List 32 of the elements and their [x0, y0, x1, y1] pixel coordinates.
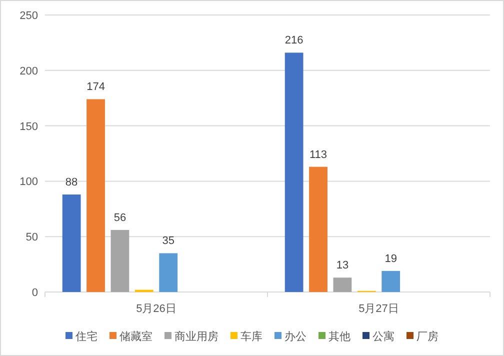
data-label: 19	[384, 252, 397, 265]
legend-label: 公寓	[372, 330, 394, 343]
data-label: 56	[114, 212, 126, 224]
y-tick-label: 0	[32, 287, 38, 299]
y-tick-label: 200	[20, 65, 38, 78]
bar	[309, 166, 328, 292]
y-tick-label: 100	[20, 176, 38, 188]
legend-label: 商业用房	[174, 330, 218, 343]
bar	[382, 270, 400, 292]
y-tick-label: 150	[20, 120, 38, 133]
bar	[284, 52, 304, 292]
legend-label: 储藏室	[120, 330, 152, 343]
x-tick-label: 5月27日	[358, 303, 399, 315]
bar	[86, 99, 105, 292]
bar	[110, 230, 130, 292]
data-label: 13	[336, 260, 349, 272]
data-label: 216	[284, 34, 304, 47]
bar	[62, 194, 81, 292]
y-tick-label: 250	[20, 10, 38, 22]
data-label: 35	[162, 235, 174, 248]
legend-label: 办公	[284, 330, 306, 343]
legend-label: 厂房	[416, 330, 438, 343]
x-tick-label: 5月26日	[136, 303, 176, 315]
data-label: 174	[86, 81, 105, 94]
legend-label: 车库	[240, 330, 262, 343]
bar	[333, 278, 352, 292]
legend-label: 住宅	[76, 330, 98, 343]
data-label: 113	[309, 148, 328, 161]
legend-label: 其他	[328, 330, 350, 343]
y-tick-label: 50	[26, 232, 38, 244]
bar	[159, 253, 178, 292]
data-label: 88	[65, 176, 78, 188]
